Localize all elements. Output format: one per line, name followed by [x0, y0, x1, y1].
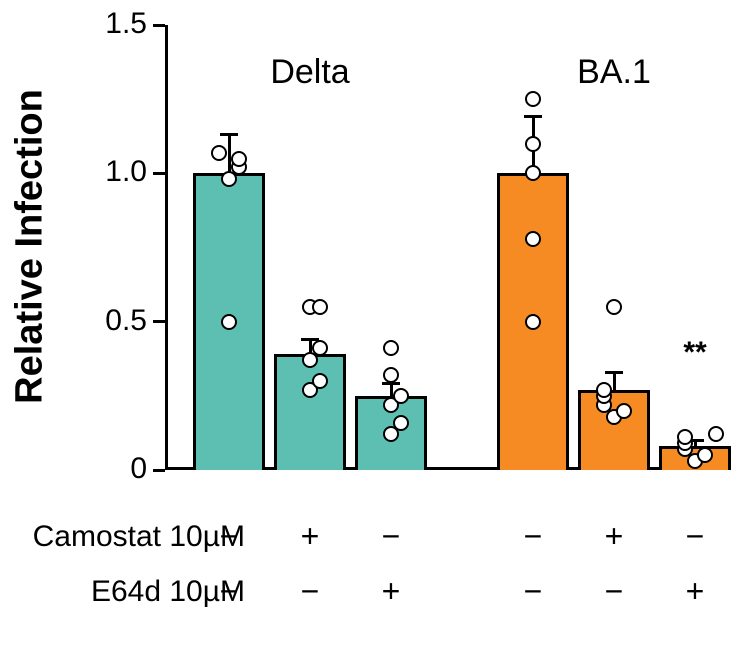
- mark-minus: −: [290, 573, 330, 610]
- mark-plus: +: [290, 518, 330, 555]
- mark-minus: −: [594, 573, 634, 610]
- y-tick: [153, 320, 165, 323]
- data-point: [525, 231, 541, 247]
- data-point: [221, 314, 237, 330]
- bar: [578, 390, 650, 470]
- mark-minus: −: [371, 518, 411, 555]
- mark-minus: −: [513, 518, 553, 555]
- y-tick: [153, 24, 165, 27]
- mark-plus: +: [594, 518, 634, 555]
- y-axis-title: Relative Infection: [9, 46, 52, 446]
- mark-minus: −: [513, 573, 553, 610]
- data-point: [525, 314, 541, 330]
- group-label: BA.1: [534, 53, 694, 92]
- bar: [274, 354, 346, 470]
- y-tick: [153, 469, 165, 472]
- y-tick: [153, 172, 165, 175]
- data-point: [616, 403, 632, 419]
- y-tick-label: 0.5: [77, 304, 147, 338]
- data-point: [383, 367, 399, 383]
- mark-plus: +: [675, 573, 715, 610]
- data-point: [393, 415, 409, 431]
- data-point: [708, 426, 724, 442]
- error-bar: [390, 384, 393, 396]
- significance-marker: **: [665, 336, 725, 370]
- error-bar: [613, 372, 616, 390]
- mark-minus: −: [209, 518, 249, 555]
- y-tick-label: 0: [77, 452, 147, 486]
- data-point: [677, 429, 693, 445]
- error-bar: [228, 135, 231, 174]
- error-cap: [220, 133, 238, 136]
- mark-plus: +: [371, 573, 411, 610]
- data-point: [596, 382, 612, 398]
- mark-minus: −: [675, 518, 715, 555]
- data-point: [606, 299, 622, 315]
- error-cap: [524, 115, 542, 118]
- group-label: Delta: [230, 53, 390, 92]
- mark-minus: −: [209, 573, 249, 610]
- data-point: [211, 145, 227, 161]
- y-tick-label: 1.5: [77, 7, 147, 41]
- figure-container: { "canvas": { "width": 752, "height": 66…: [0, 0, 752, 667]
- data-point: [231, 151, 247, 167]
- error-cap: [605, 371, 623, 374]
- y-tick-label: 1.0: [77, 155, 147, 189]
- data-point: [525, 136, 541, 152]
